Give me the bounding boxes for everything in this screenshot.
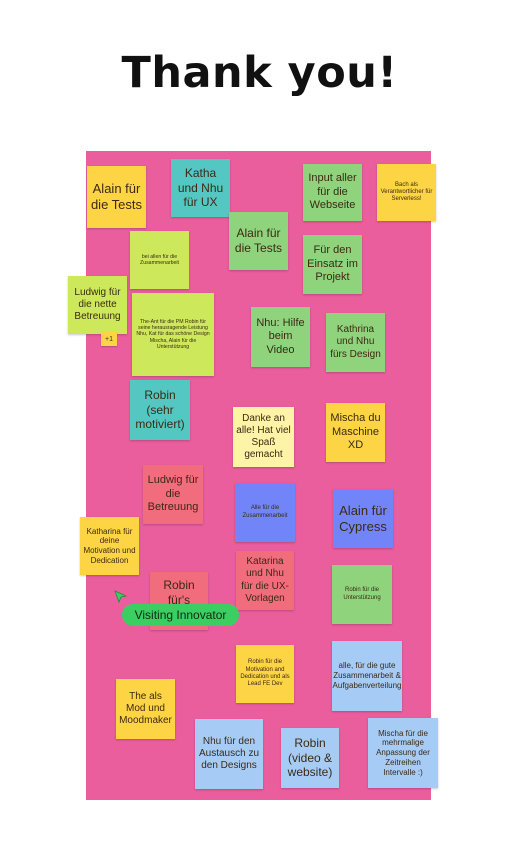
sticky-note-text: Robin (video & website) — [287, 736, 333, 780]
sticky-note[interactable]: The-Ant für die PM Robin für seine herau… — [132, 293, 214, 376]
sticky-note-text: Kathrina und Nhu fürs Design — [330, 324, 381, 360]
sticky-note-text: Bach als Verantwortlicher für Serverless… — [380, 181, 433, 203]
sticky-note-text: Ludwig für die nette Betreuung — [74, 286, 121, 323]
page-title: Thank you! — [121, 48, 398, 98]
sticky-note[interactable]: Katarina und Nhu für die UX-Vorlagen — [236, 551, 294, 610]
sticky-note[interactable]: Alain für Cypress — [333, 489, 393, 548]
sticky-note-text: Danke an alle! Hat viel Spaß gemacht — [236, 412, 291, 461]
sticky-note-text: Katarina und Nhu für die UX-Vorlagen — [241, 556, 289, 604]
sticky-note-text: Mischa für die mehrmalige Anpassung der … — [376, 728, 430, 777]
sticky-note[interactable]: Ludwig für die Betreuung — [143, 465, 203, 524]
sticky-note[interactable]: Für den Einsatz im Projekt — [303, 235, 362, 294]
sticky-note[interactable]: Alle für die Zusammenarbeit — [235, 483, 295, 542]
cursor-arrow-icon — [114, 590, 128, 604]
sticky-note[interactable]: Input aller für die Webseite — [303, 164, 362, 221]
sticky-note-text: Nhu für den Austausch zu den Designs — [198, 735, 260, 772]
sticky-note[interactable]: Alain für die Tests — [229, 212, 288, 270]
sticky-note-text: Katharina für deine Motivation und Dedic… — [83, 526, 136, 565]
sticky-note[interactable]: Kathrina und Nhu fürs Design — [326, 313, 385, 372]
sticky-note[interactable]: The als Mod und Moodmaker — [116, 679, 175, 739]
sticky-note[interactable]: Ludwig für die nette Betreuung — [68, 276, 127, 334]
sticky-note-text: Robin für die Unterstützung — [343, 587, 381, 601]
sticky-note[interactable]: Robin für die Unterstützung — [332, 565, 392, 624]
sticky-note-text: Alle für die Zusammenarbeit — [242, 505, 288, 519]
sticky-note-text: Alain für die Tests — [90, 181, 143, 212]
visitor-cursor-label: Visiting Innovator — [122, 604, 239, 626]
sticky-note[interactable]: Alain für die Tests — [87, 166, 146, 228]
sticky-note[interactable]: Nhu: Hilfe beim Video — [251, 307, 310, 367]
sticky-note-text: Robin für's — [163, 578, 195, 607]
sticky-note-text: Alain für die Tests — [234, 226, 283, 255]
sticky-note[interactable]: bei allen für die Zusammenarbeit — [130, 231, 189, 289]
sticky-note[interactable]: Katha und Nhu für UX — [171, 159, 230, 217]
sticky-note-text: Robin (sehr motiviert) — [135, 388, 185, 432]
sticky-note[interactable]: Robin (sehr motiviert) — [130, 380, 190, 440]
sticky-note[interactable]: alle, für die gute Zusammenarbeit & Aufg… — [332, 641, 402, 711]
sticky-note[interactable]: Danke an alle! Hat viel Spaß gemacht — [233, 407, 294, 467]
sticky-note-text: Nhu: Hilfe beim Video — [256, 316, 305, 356]
sticky-note[interactable]: Bach als Verantwortlicher für Serverless… — [377, 164, 436, 221]
sticky-note-text: The als Mod und Moodmaker — [119, 690, 172, 727]
sticky-note-text: Für den Einsatz im Projekt — [307, 244, 358, 284]
sticky-note[interactable]: Katharina für deine Motivation und Dedic… — [80, 517, 139, 575]
sticky-note-text: The-Ant für die PM Robin für seine herau… — [136, 318, 210, 351]
sticky-note-text: bei allen für die Zusammenarbeit — [140, 253, 179, 266]
sticky-note-text: Alain für Cypress — [339, 502, 387, 534]
sticky-note[interactable]: Robin (video & website) — [281, 728, 339, 788]
sticky-note-text: Ludwig für die Betreuung — [147, 474, 199, 514]
sticky-note-text: Input aller für die Webseite — [308, 172, 357, 212]
plus-one-sticker[interactable]: +1 — [101, 332, 117, 346]
sticky-note[interactable]: Robin für die Motivation and Dedication … — [236, 645, 294, 703]
sticky-note[interactable]: Mischa du Maschine XD — [326, 403, 385, 462]
sticky-note[interactable]: Nhu für den Austausch zu den Designs — [195, 719, 263, 789]
sticky-note-text: Katha und Nhu für UX — [177, 166, 224, 210]
sticky-note-text: Robin für die Motivation and Dedication … — [240, 659, 290, 688]
sticky-note[interactable]: Mischa für die mehrmalige Anpassung der … — [368, 718, 438, 788]
sticky-note-text: Mischa du Maschine XD — [330, 412, 381, 452]
sticky-note-text: alle, für die gute Zusammenarbeit & Aufg… — [332, 661, 402, 690]
